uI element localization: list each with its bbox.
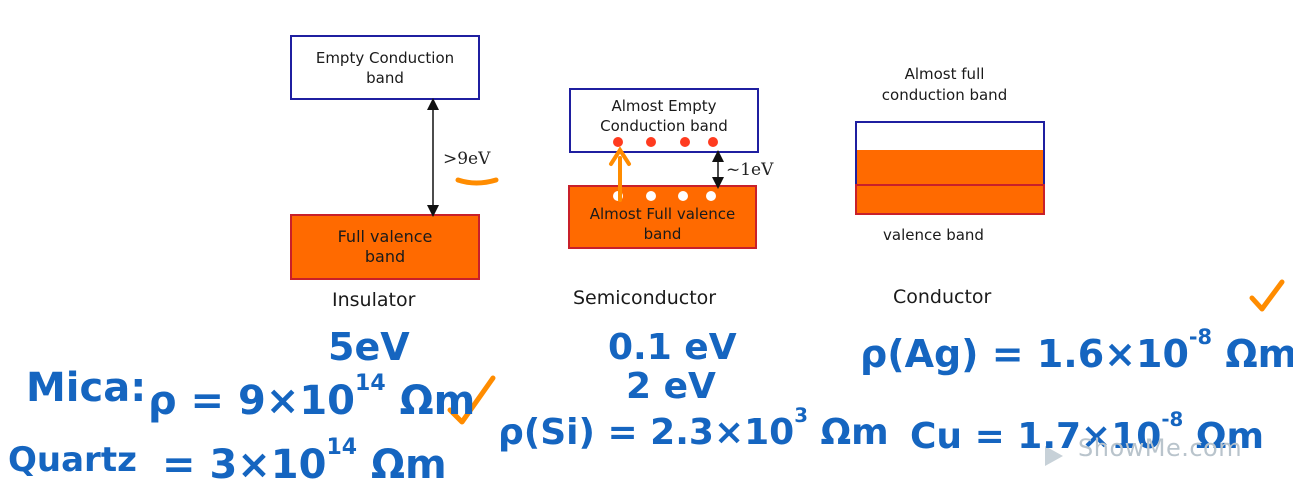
ink-cu-value: Cu = 1.7×10 <box>910 416 1162 457</box>
ink-ag-exponent: -8 <box>1188 325 1213 350</box>
ink-mica-value: ρ = 9×10 <box>148 378 356 424</box>
ink-cu-resistivity: Cu = 1.7×10-8 Ωm <box>910 408 1264 457</box>
ink-mica-resistivity: ρ = 9×1014 Ωm <box>148 371 476 424</box>
semiconductor-gap-label: ~1eV <box>726 160 774 180</box>
ink-si-unit: Ωm <box>820 412 889 453</box>
conductor-valence-fill <box>857 150 1043 184</box>
insulator-caption: Insulator <box>332 289 416 311</box>
ink-semi-gap-1: 0.1 eV <box>608 327 737 368</box>
ink-cu-exponent: -8 <box>1161 408 1184 432</box>
insulator-conduction-band: Empty Conduction band <box>290 35 480 100</box>
ink-quartz-unit: Ωm <box>371 442 447 488</box>
watermark-logo-icon <box>1045 446 1063 466</box>
ink-mica-exponent: 14 <box>355 370 386 396</box>
electron-dot <box>613 137 623 147</box>
ink-si-exponent: 3 <box>794 404 808 428</box>
ink-quartz-value: = 3×10 <box>162 442 327 488</box>
ink-quartz-label: Quartz <box>8 440 137 480</box>
ink-cu-unit: Ωm <box>1195 416 1264 457</box>
ink-ag-unit: Ωm <box>1225 332 1293 376</box>
check-mark-icon <box>1249 279 1285 312</box>
conductor-caption: Conductor <box>893 286 992 308</box>
conductor-conduction-label: Almost full conduction band <box>881 65 1008 104</box>
ink-mica-label: Mica: <box>26 365 147 411</box>
hole-dot <box>678 191 688 201</box>
electron-dot <box>680 137 690 147</box>
insulator-valence-label: Full valence band <box>337 227 433 266</box>
semiconductor-valence-label: Almost Full valence band <box>589 205 736 243</box>
conductor-valence-band <box>855 184 1045 215</box>
ink-insulator-gap: 5eV <box>328 325 410 369</box>
ink-si-resistivity: ρ(Si) = 2.3×103 Ωm <box>498 404 889 453</box>
ink-quartz-exponent: 14 <box>326 434 358 460</box>
check-mark-icon <box>447 375 496 425</box>
semiconductor-caption: Semiconductor <box>573 287 717 309</box>
ink-si-value: ρ(Si) = 2.3×10 <box>498 412 795 453</box>
hole-dot <box>646 191 656 201</box>
electron-dot <box>708 137 718 147</box>
semiconductor-conduction-band: Almost Empty Conduction band <box>569 88 759 153</box>
insulator-valence-band: Full valence band <box>290 214 480 280</box>
conductor-valence-label: valence band <box>883 226 984 244</box>
excitation-arrow-head <box>609 146 631 166</box>
ink-quartz-resistivity: = 3×1014 Ωm <box>162 435 447 488</box>
ink-semi-gap-2: 2 eV <box>626 366 716 407</box>
ink-ag-resistivity: ρ(Ag) = 1.6×10-8 Ωm <box>860 325 1293 376</box>
watermark-text: ShowMe.com <box>1078 434 1243 462</box>
orange-underline-mark <box>455 177 499 186</box>
insulator-gap-label: >9eV <box>443 149 491 169</box>
ink-ag-value: ρ(Ag) = 1.6×10 <box>860 332 1189 376</box>
hole-dot <box>706 191 716 201</box>
ink-mica-unit: Ωm <box>399 378 476 424</box>
insulator-conduction-label: Empty Conduction band <box>315 48 455 87</box>
semiconductor-valence-band: Almost Full valence band <box>568 185 757 249</box>
electron-dot <box>646 137 656 147</box>
semiconductor-conduction-label: Almost Empty Conduction band <box>600 96 728 135</box>
